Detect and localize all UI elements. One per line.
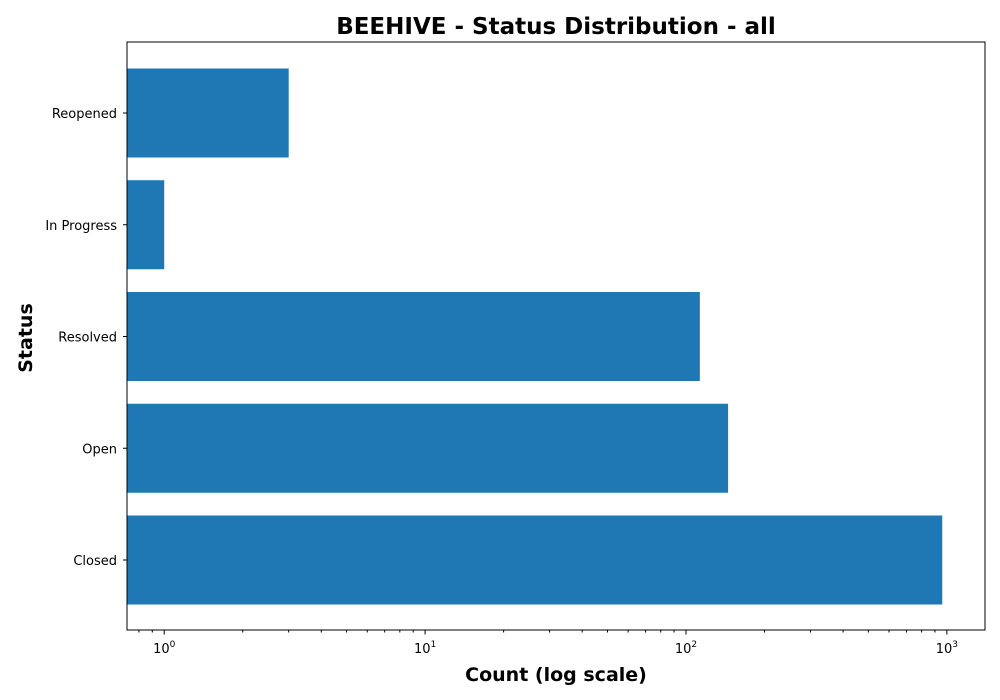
x-tick-label: 101 [414, 640, 436, 657]
x-tick-label: 100 [153, 640, 176, 657]
x-tick-label: 102 [675, 640, 697, 657]
chart-title: BEEHIVE - Status Distribution - all [336, 14, 776, 40]
y-tick-label: Resolved [58, 331, 117, 346]
bar-reopened [127, 69, 289, 158]
bars [127, 69, 942, 605]
bar-open [127, 404, 728, 493]
bar-in-progress [127, 180, 164, 269]
x-axis-label: Count (log scale) [465, 664, 647, 686]
y-axis-label: Status [15, 303, 37, 373]
y-tick-label: Closed [73, 554, 117, 569]
y-tick-label: Open [82, 442, 117, 457]
x-tick-label: 103 [936, 640, 958, 657]
y-axis-ticks: Closed Open Resolved In Progress Reopened [45, 107, 127, 569]
x-axis-ticks: 100 101 102 103 [139, 630, 958, 657]
y-tick-label: Reopened [52, 107, 117, 122]
bar-resolved [127, 292, 700, 381]
y-tick-label: In Progress [45, 219, 117, 234]
bar-closed [127, 516, 942, 605]
